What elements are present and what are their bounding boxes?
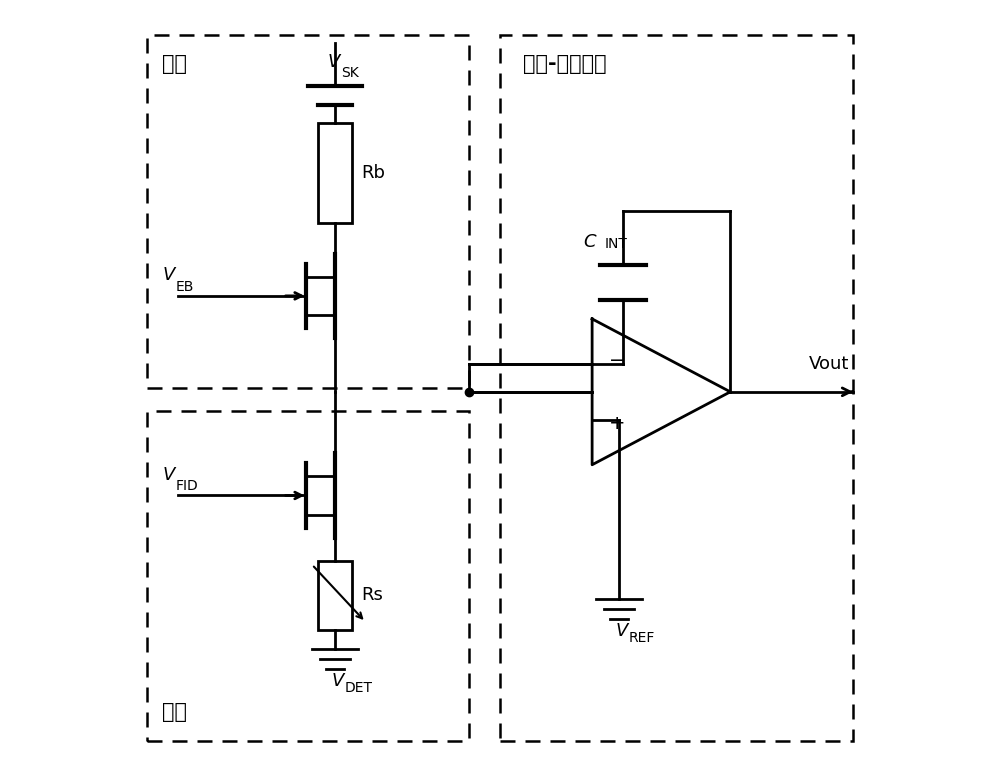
Bar — [147, 411, 469, 741]
Text: EB: EB — [176, 279, 194, 293]
Text: SK: SK — [341, 66, 359, 80]
Text: DET: DET — [345, 681, 373, 695]
Text: V: V — [162, 466, 175, 484]
Text: V: V — [615, 622, 628, 640]
Text: 扫描: 扫描 — [162, 54, 187, 74]
Text: INT: INT — [604, 237, 627, 251]
Text: −: − — [609, 351, 625, 370]
Text: V: V — [162, 266, 175, 284]
Text: REF: REF — [629, 632, 655, 646]
Bar — [147, 35, 469, 388]
Text: FID: FID — [176, 479, 199, 494]
Text: 像元: 像元 — [162, 702, 187, 722]
Bar — [318, 123, 352, 223]
Text: Vout: Vout — [809, 355, 849, 372]
Text: +: + — [609, 414, 626, 433]
Text: C: C — [583, 234, 596, 251]
Text: V: V — [331, 672, 343, 690]
Bar — [500, 35, 853, 741]
Bar — [318, 561, 352, 630]
Text: V: V — [327, 53, 340, 71]
Text: Rs: Rs — [361, 587, 383, 605]
Text: 电流-电压转换: 电流-电压转换 — [523, 54, 607, 74]
Text: Rb: Rb — [361, 164, 385, 182]
